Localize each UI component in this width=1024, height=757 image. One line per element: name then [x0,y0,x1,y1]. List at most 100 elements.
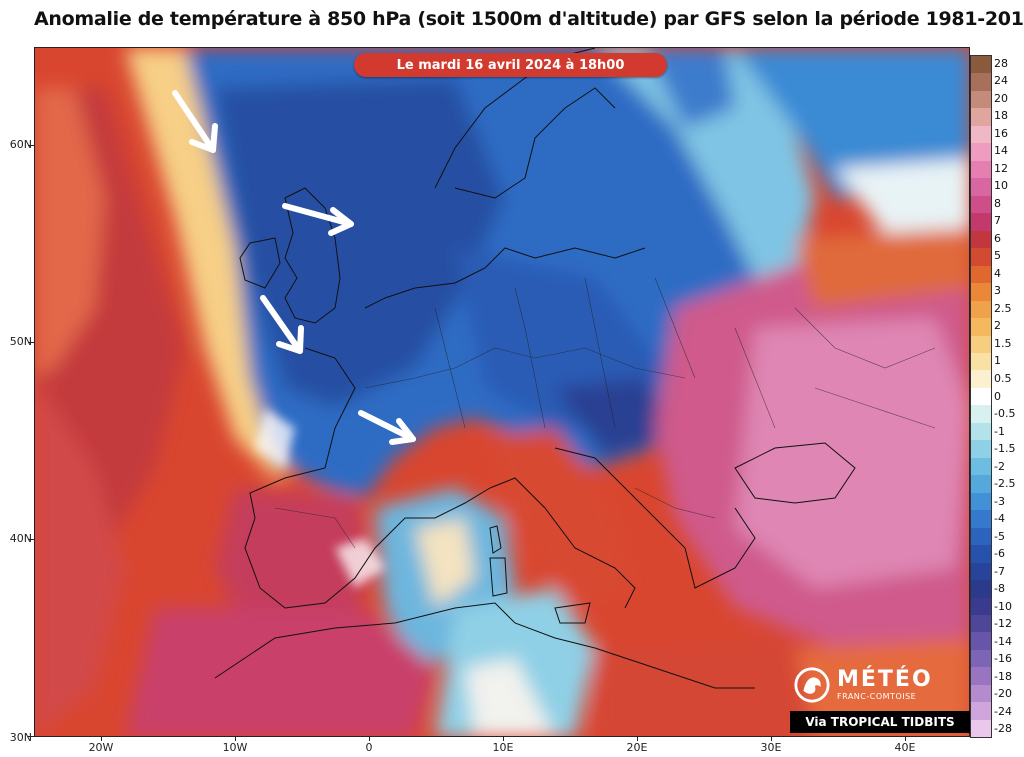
colorbar-label: -6 [994,547,1005,561]
colorbar-label: -14 [994,634,1012,648]
lat-label: 30N [9,731,32,744]
map-title: Anomalie de température à 850 hPa (soit … [34,8,1024,30]
date-banner: Le mardi 16 avril 2024 à 18h00 [354,53,667,77]
colorbar-label: 0 [994,389,1001,403]
lat-tick [28,736,34,737]
colorbar-label: 20 [994,91,1008,105]
colorbar-swatch [971,405,991,423]
colorbar-label: 24 [994,74,1008,88]
colorbar-swatch [971,160,991,179]
colorbar-swatch [971,230,991,249]
colorbar-label: -28 [994,722,1012,736]
colorbar-swatch [971,684,991,703]
colorbar-swatch [971,318,991,336]
lon-label: 20W [88,741,114,754]
colorbar-label: 5 [994,249,1001,263]
logo-main-text: MÉTÉO [837,667,933,692]
colorbar [970,55,992,738]
colorbar-swatch [971,73,991,91]
colorbar-label: 18 [994,109,1008,123]
lon-label: 0 [365,741,373,754]
colorbar-swatch [971,475,991,493]
colorbar-swatch [971,90,991,109]
colorbar-swatch [971,178,991,196]
lon-label: 10W [222,741,248,754]
colorbar-label: 8 [994,196,1001,210]
colorbar-label: -18 [994,669,1012,683]
lon-label: 30E [760,741,782,754]
logo-sub-text: FRANC-COMTOISE [837,692,917,701]
lat-tick [28,342,34,343]
anomaly-map [34,47,970,737]
colorbar-swatch [971,615,991,633]
colorbar-label: -5 [994,529,1005,543]
lat-label: 50N [9,335,32,348]
colorbar-swatch [971,457,991,476]
colorbar-swatch [971,562,991,581]
colorbar-label: -0.5 [994,407,1016,420]
colorbar-swatch [971,597,991,615]
colorbar-swatch [971,108,991,126]
lon-label: 40E [894,741,916,754]
colorbar-swatch [971,370,991,388]
colorbar-swatch [971,387,991,406]
lon-label: 20E [626,741,648,754]
colorbar-swatch [971,56,991,74]
lon-tick [101,737,102,741]
colorbar-swatch [971,440,991,458]
colorbar-swatch [971,143,991,161]
colorbar-label: -24 [994,704,1012,718]
source-credit: Via TROPICAL TIDBITS [790,711,970,733]
lon-tick [771,737,772,741]
colorbar-swatch [971,492,991,511]
colorbar-label: 4 [994,266,1001,280]
colorbar-label: 12 [994,161,1008,175]
lon-label: 10E [492,741,514,754]
colorbar-label: -2 [994,459,1005,473]
colorbar-swatch [971,265,991,284]
colorbar-swatch [971,649,991,668]
colorbar-label: -2.5 [994,477,1016,491]
colorbar-swatch [971,352,991,371]
colorbar-label: -3 [994,494,1005,508]
colorbar-swatch [971,125,991,144]
colorbar-swatch [971,248,991,266]
flow-arrow [260,295,304,354]
colorbar-swatch [971,510,991,528]
colorbar-swatch [971,300,991,319]
meteo-franc-comtoise-logo: MÉTÉO FRANC-COMTOISE [793,665,970,705]
lion-emblem-icon [794,667,830,703]
colorbar-label: 0.5 [994,371,1012,385]
colorbar-label: 1.5 [994,336,1012,350]
colorbar-swatch [971,195,991,214]
colorbar-label: -20 [994,687,1012,701]
colorbar-label: 7 [994,214,1001,228]
colorbar-label: -1 [994,424,1005,438]
colorbar-label: 2 [994,319,1001,333]
coastlines [214,48,856,689]
colorbar-label: -8 [994,582,1005,596]
colorbar-swatch [971,213,991,231]
colorbar-swatch [971,283,991,301]
lon-tick [637,737,638,741]
colorbar-swatch [971,527,991,546]
country-borders [274,277,936,549]
colorbar-swatch [971,632,991,650]
colorbar-label: 16 [994,126,1008,140]
colorbar-swatch [971,702,991,720]
colorbar-label: 10 [994,179,1008,193]
colorbar-label: 2.5 [994,301,1012,315]
colorbar-label: 14 [994,144,1008,158]
colorbar-swatch [971,719,991,738]
colorbar-swatch [971,667,991,685]
lon-tick [235,737,236,741]
lon-tick [905,737,906,741]
colorbar-label: -4 [994,512,1005,526]
lat-tick [28,145,34,146]
colorbar-label: -10 [994,599,1012,613]
colorbar-label: -7 [994,564,1005,578]
flow-arrow [172,90,218,153]
flow-arrow [358,410,416,445]
lon-tick [503,737,504,741]
colorbar-label: 6 [994,231,1001,245]
